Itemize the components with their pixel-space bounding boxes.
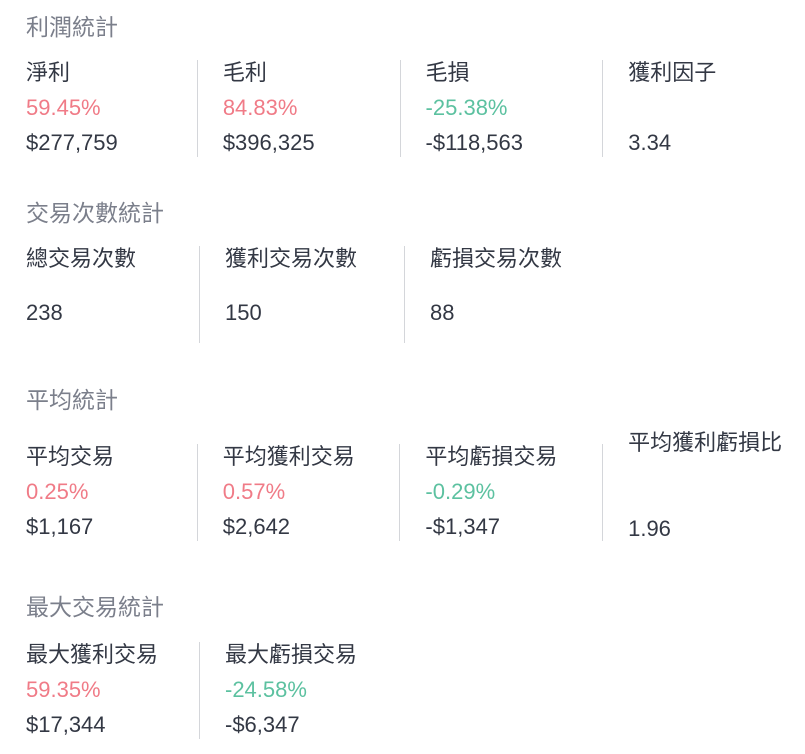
stat-value: $277,759 bbox=[26, 130, 118, 155]
stat-label: 最大獲利交易 bbox=[26, 642, 159, 667]
stat-label: 平均虧損交易 bbox=[425, 444, 558, 469]
profit-stats-row: 淨利 59.45% $277,759 毛利 84.83% $396,325 毛損… bbox=[0, 60, 805, 157]
stat-value: $1,167 bbox=[26, 514, 94, 539]
stat-percent: 0.25% bbox=[26, 479, 89, 504]
stat-value: 1.96 bbox=[628, 516, 671, 541]
stat-avg-win-loss-ratio: 平均獲利虧損比 1.96 bbox=[602, 431, 805, 541]
max-trade-row: 最大獲利交易 59.35% $17,344 最大虧損交易 -24.58% -$6… bbox=[0, 642, 805, 739]
stat-winning-trades: 獲利交易次數 150 bbox=[199, 246, 404, 343]
stat-label: 獲利因子 bbox=[628, 60, 717, 85]
stat-value: $17,344 bbox=[26, 712, 106, 737]
stat-percent bbox=[628, 95, 805, 130]
stat-label: 毛利 bbox=[222, 60, 267, 85]
stat-label: 毛損 bbox=[425, 60, 470, 85]
stat-value: -$1,347 bbox=[425, 514, 501, 539]
stat-value: -$118,563 bbox=[425, 130, 523, 155]
section-title-max-trade: 最大交易統計 bbox=[26, 594, 164, 620]
section-title-average: 平均統計 bbox=[26, 387, 118, 413]
stat-value: 238 bbox=[26, 300, 63, 325]
section-title-trade-count: 交易次數統計 bbox=[26, 200, 164, 226]
stat-max-winning-trade: 最大獲利交易 59.35% $17,344 bbox=[0, 642, 199, 737]
stat-gross-profit: 毛利 84.83% $396,325 bbox=[196, 60, 400, 157]
stat-profit-factor: 獲利因子 3.34 bbox=[602, 60, 805, 157]
stat-avg-trade: 平均交易 0.25% $1,167 bbox=[0, 444, 197, 541]
stat-percent: 84.83% bbox=[222, 95, 298, 120]
stat-value: 150 bbox=[225, 300, 262, 325]
stat-value: $2,642 bbox=[222, 514, 291, 539]
stat-avg-losing-trade: 平均虧損交易 -0.29% -$1,347 bbox=[399, 444, 602, 541]
stat-label: 總交易次數 bbox=[26, 246, 137, 271]
stat-percent: 59.45% bbox=[26, 95, 101, 120]
stat-label: 最大虧損交易 bbox=[225, 642, 358, 667]
stat-percent bbox=[628, 481, 785, 516]
stat-percent: -24.58% bbox=[225, 677, 307, 702]
stat-losing-trades: 虧損交易次數 88 bbox=[404, 246, 609, 343]
stat-value: 88 bbox=[430, 300, 455, 325]
stat-value: 3.34 bbox=[628, 130, 672, 155]
stat-label: 獲利交易次數 bbox=[225, 246, 358, 271]
stat-avg-winning-trade: 平均獲利交易 0.57% $2,642 bbox=[196, 444, 400, 541]
stat-label: 淨利 bbox=[26, 60, 71, 85]
stat-label: 平均交易 bbox=[26, 444, 115, 469]
stat-value: -$6,347 bbox=[225, 712, 300, 737]
stat-percent: -0.29% bbox=[425, 479, 496, 504]
stat-label: 平均獲利虧損比 bbox=[628, 430, 783, 455]
stat-percent: -25.38% bbox=[425, 95, 508, 120]
trade-count-row: 總交易次數 238 獲利交易次數 150 虧損交易次數 88 bbox=[0, 246, 805, 343]
stat-total-trades: 總交易次數 238 bbox=[0, 246, 199, 325]
stat-net-profit: 淨利 59.45% $277,759 bbox=[0, 60, 197, 155]
section-title-profit: 利潤統計 bbox=[26, 14, 118, 40]
stat-value: $396,325 bbox=[222, 130, 315, 155]
stat-label: 平均獲利交易 bbox=[222, 444, 355, 469]
stat-percent: 0.57% bbox=[222, 479, 286, 504]
average-stats-row: 平均交易 0.25% $1,167 平均獲利交易 0.57% $2,642 平均… bbox=[0, 431, 805, 541]
stat-max-losing-trade: 最大虧損交易 -24.58% -$6,347 bbox=[199, 642, 404, 739]
stat-label: 虧損交易次數 bbox=[430, 246, 563, 271]
stat-percent: 59.35% bbox=[26, 677, 101, 702]
stat-gross-loss: 毛損 -25.38% -$118,563 bbox=[399, 60, 603, 157]
